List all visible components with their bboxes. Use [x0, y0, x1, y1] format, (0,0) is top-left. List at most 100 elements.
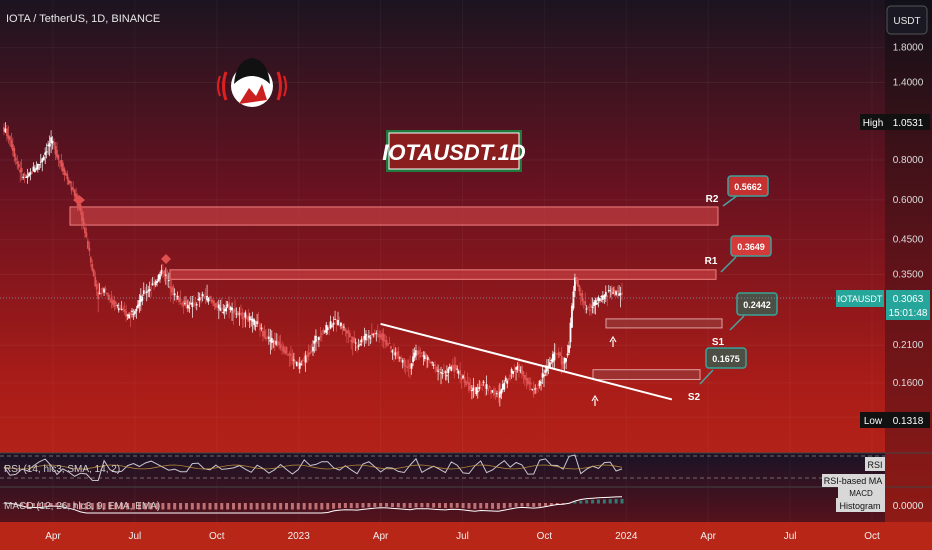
candle-body [365, 333, 367, 341]
candle-body [363, 335, 366, 340]
time-axis-labels[interactable]: Apr Jul Oct 2023 Apr Jul Oct 2024 Apr Jul Oct [45, 531, 880, 542]
candle-body [16, 161, 19, 164]
candle-body [463, 376, 466, 383]
histogram-bar [485, 503, 489, 509]
candle-body [204, 296, 207, 298]
currency-button[interactable]: USDT [886, 5, 928, 35]
candle-body [307, 352, 310, 357]
candle-body [395, 351, 398, 356]
candle-body [276, 340, 279, 346]
histogram-bar [196, 503, 200, 510]
callout-s2[interactable]: 0.1675 S2 [688, 347, 747, 403]
candle-body [270, 337, 273, 343]
candle-body [273, 340, 276, 344]
candle-body [4, 128, 7, 133]
callout-r2[interactable]: 0.5662 R2 [706, 175, 769, 207]
candle-body [540, 382, 542, 384]
resistance-zone-r1[interactable] [169, 269, 717, 280]
candle-body [192, 302, 195, 307]
trendline[interactable] [380, 322, 673, 401]
callout-r1-value: 0.3649 [737, 242, 765, 252]
candle-body [41, 158, 44, 163]
candle-body [162, 271, 164, 274]
histogram-bar [532, 503, 536, 507]
candle-body [476, 390, 479, 393]
candle-body [323, 330, 326, 332]
histogram-bar [432, 503, 436, 508]
candle-body [588, 309, 591, 312]
candle-body [212, 299, 214, 303]
candle-body [119, 307, 122, 310]
candle-body [235, 313, 238, 315]
candle-body [45, 151, 48, 153]
candle-body [104, 288, 107, 291]
candle-body [322, 329, 325, 334]
candle-body [356, 346, 359, 349]
candle-body [334, 318, 336, 320]
candle-body [254, 325, 257, 327]
candle-body [485, 384, 488, 390]
histogram-bar [608, 499, 612, 504]
candle-body [487, 388, 489, 392]
histogram-bar [214, 503, 218, 510]
macd-legend[interactable]: MACD (12, 26, hlc3, 9, EMA, EMA) [4, 501, 160, 512]
candle-body [507, 377, 510, 380]
candle-body [390, 346, 392, 349]
candle-body [85, 232, 88, 238]
candle-body [132, 313, 135, 315]
candle-body [443, 370, 445, 372]
candle-body [32, 166, 35, 172]
callout-s1-value: 0.2442 [743, 300, 771, 310]
candle-body [266, 338, 269, 340]
candle-body [51, 140, 54, 144]
candle-body [17, 163, 20, 168]
time-label: Oct [864, 531, 880, 542]
candle-body [128, 314, 130, 319]
candle-body [245, 317, 248, 320]
candle-body [529, 383, 532, 385]
time-label: Oct [537, 531, 553, 542]
candle-body [25, 176, 27, 178]
candle-body [429, 362, 432, 364]
histogram-bar [555, 503, 559, 505]
candle-body [332, 322, 335, 325]
candle-body [388, 342, 391, 344]
candle-body [260, 327, 263, 329]
candle-body [522, 371, 525, 376]
candle-body [259, 324, 261, 331]
candle-body [422, 355, 425, 357]
rsi-ma-badge: RSI-based MA [822, 474, 885, 487]
candle-body [419, 356, 422, 358]
resistance-zone-r2[interactable] [69, 206, 719, 226]
callout-r1[interactable]: 0.3649 R1 [705, 235, 772, 273]
current-price-value: 0.3063 [893, 294, 924, 305]
candle-body [197, 298, 200, 300]
histogram-bar [279, 503, 283, 510]
candle-body [491, 390, 494, 393]
candle-body [304, 355, 307, 363]
histogram-bar [355, 503, 359, 509]
histogram-bar [161, 503, 165, 510]
candle-body [384, 340, 386, 342]
time-label: Jul [456, 531, 469, 542]
candle-body [216, 302, 219, 308]
candle-body [500, 389, 503, 394]
support-zone-s2[interactable] [592, 369, 701, 380]
histogram-bar [579, 500, 583, 504]
rsi-legend[interactable]: RSI (14, hlc3, SMA, 14, 2) [4, 464, 120, 475]
candle-body [64, 172, 67, 176]
candle-body [462, 375, 464, 379]
candle-body [613, 289, 616, 296]
support-zone-s1[interactable] [605, 318, 723, 329]
candle-body [354, 342, 357, 344]
candle-body [510, 369, 513, 374]
candle-body [490, 389, 492, 395]
watermark-title: IOTAUSDT.1D [382, 140, 526, 165]
histogram-bar [620, 498, 624, 504]
histogram-bar [249, 503, 253, 510]
histogram-bar [349, 503, 353, 509]
candle-body [572, 291, 575, 309]
candle-body [454, 365, 457, 370]
time-label: Oct [209, 531, 225, 542]
